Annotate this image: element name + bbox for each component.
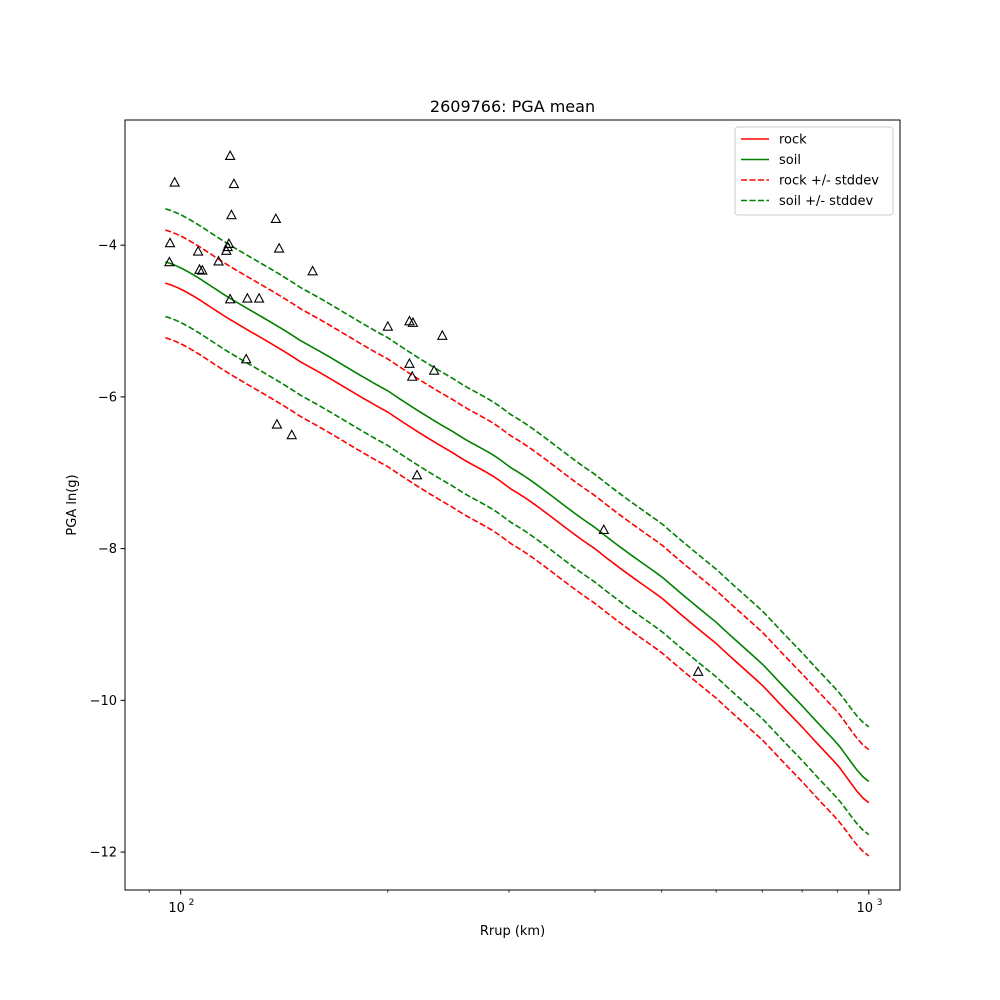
y-tick-label: −4 [98,239,117,254]
data-point [192,245,204,256]
series-line-1 [165,261,870,783]
axes-frame [124,119,901,891]
data-point [228,178,240,189]
series-line-0 [165,282,870,804]
data-point [225,209,237,220]
plot-contents [163,149,870,857]
data-point [253,292,265,303]
data-point [222,241,234,252]
y-tick-label: −12 [90,846,117,861]
x-tick-label: 10 [857,901,874,916]
y-tick-label: −10 [90,694,117,709]
legend: rock soil rock +/- stddev soil +/- stddev [734,126,894,216]
chart-title: 2609766: PGA mean [430,97,595,116]
data-point [286,429,298,440]
axes: 10 2 10 3−12−10−8−6−4 [90,119,901,916]
legend-box [734,126,894,216]
data-point [224,149,236,161]
x-tick-label: 10 [168,901,185,916]
data-point [307,265,319,276]
data-point [240,353,252,364]
y-tick-label: −6 [98,390,117,405]
legend-label: soil +/- stddev [779,194,874,209]
x-tick-label-exponent: 2 [189,898,195,908]
data-point [241,292,253,303]
data-point [194,263,205,274]
data-point [404,357,415,368]
data-point [213,255,224,266]
data-point [436,329,448,340]
data-point [196,264,208,275]
legend-label: rock +/- stddev [779,174,879,189]
x-axis-label: Rrup (km) [480,924,545,939]
data-point [428,364,440,375]
y-axis-label: PGA ln(g) [65,474,80,535]
data-point [273,242,285,253]
data-point [382,320,394,331]
plot-area [163,149,870,857]
data-point [169,176,181,187]
y-tick-label: −8 [98,542,117,557]
data-point [407,316,419,327]
data-point [406,370,418,381]
series-line-3 [165,336,870,857]
data-point [224,293,236,304]
data-point [270,212,282,223]
data-point [164,237,176,248]
legend-label: soil [779,153,801,168]
series-line-4 [165,207,870,728]
data-point [598,523,610,535]
series-line-2 [165,229,870,751]
data-point [271,418,283,429]
series-line-5 [165,315,870,836]
data-point [163,256,175,267]
x-tick-label-exponent: 3 [877,898,883,908]
data-point [692,665,704,676]
legend-label: rock [779,133,807,148]
data-point [411,469,423,480]
data-point [220,244,232,255]
